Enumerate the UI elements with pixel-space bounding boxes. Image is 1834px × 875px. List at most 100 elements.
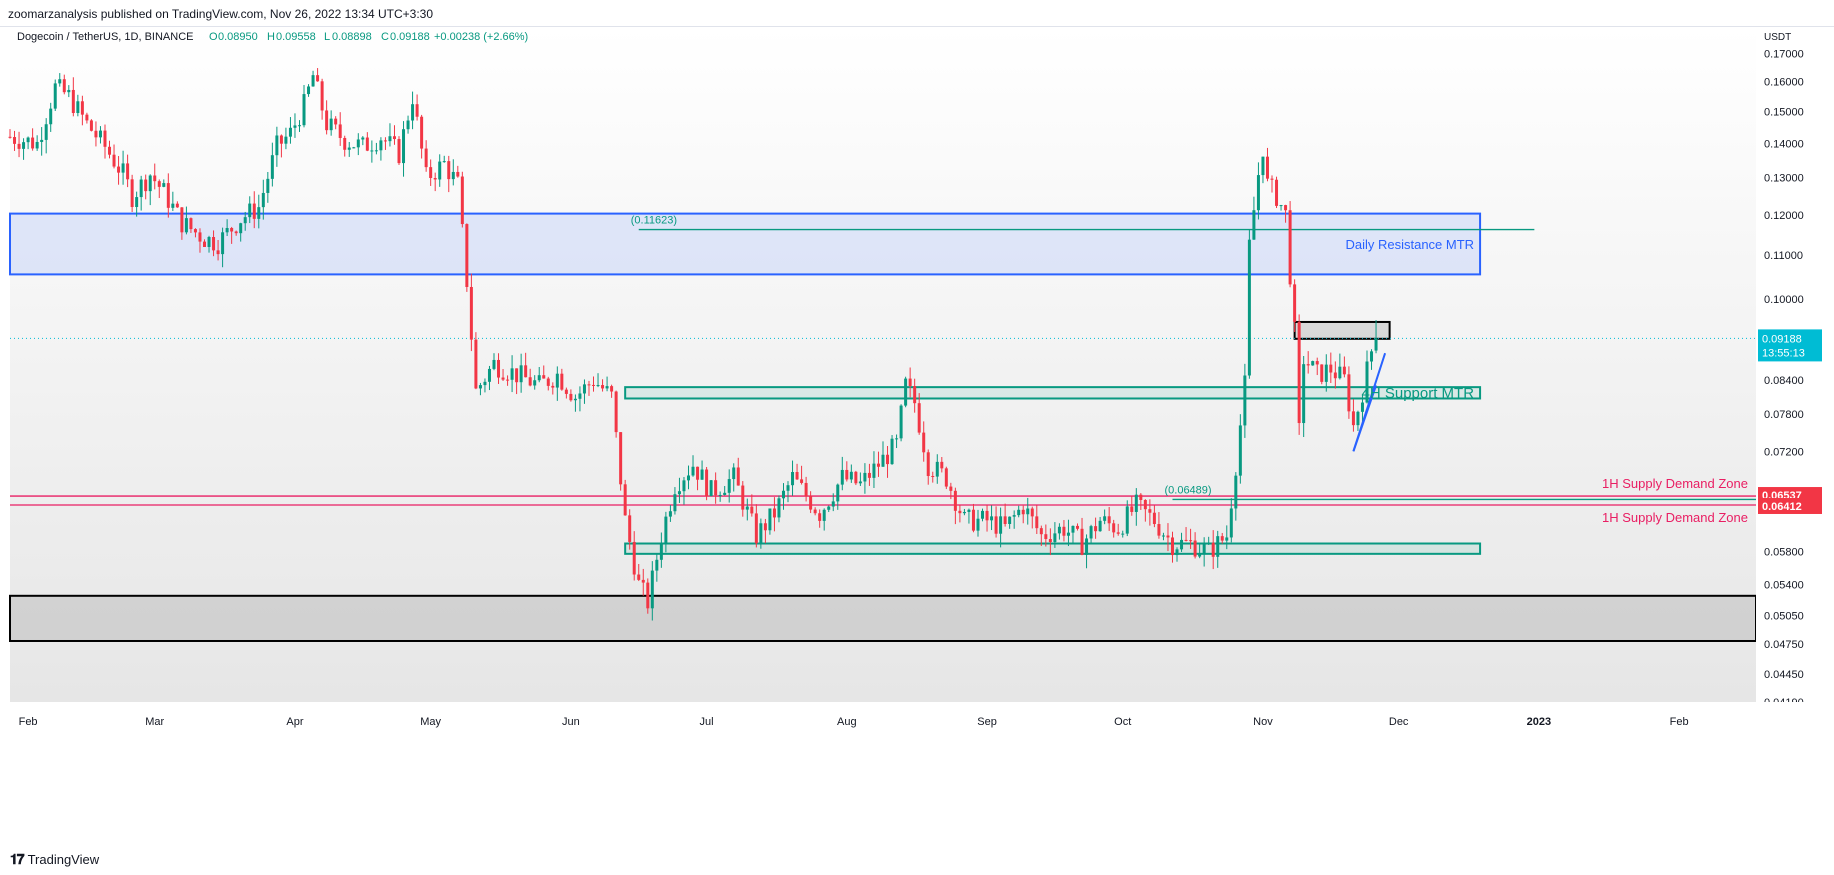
level-006489-label: (0.06489)	[1164, 484, 1211, 496]
price-tag-bg	[1758, 497, 1822, 514]
x-tick-label: Jul	[700, 716, 714, 728]
candle	[1170, 531, 1174, 563]
candle	[926, 449, 930, 485]
candle-body	[1161, 535, 1165, 537]
candle-body	[501, 377, 505, 380]
candle-body	[429, 167, 433, 179]
currency-label: USDT	[1764, 32, 1791, 43]
candle	[189, 217, 193, 233]
time-axis[interactable]	[0, 702, 1834, 842]
candle	[840, 456, 844, 491]
candle	[1225, 525, 1229, 550]
candle	[207, 235, 211, 253]
candle-body	[420, 116, 424, 149]
candle	[469, 273, 473, 352]
candle	[302, 85, 306, 128]
candle-body	[546, 378, 550, 386]
last-price-tag: 0.09188 13:55:13	[1758, 329, 1822, 362]
candle	[623, 479, 627, 516]
candle	[1121, 530, 1125, 538]
candle-body	[1021, 509, 1025, 515]
candle-body	[1044, 534, 1048, 540]
candle-body	[1234, 475, 1238, 509]
candle-body	[1089, 526, 1093, 539]
candle	[754, 504, 758, 548]
candle-body	[175, 203, 179, 208]
candle	[1347, 366, 1351, 419]
candle-body	[551, 385, 555, 388]
candle	[343, 135, 347, 157]
candle-body	[953, 490, 957, 511]
candle	[890, 435, 894, 465]
candle-body	[736, 467, 740, 486]
candle-body	[1315, 361, 1319, 365]
candle	[1324, 354, 1328, 392]
candle	[429, 159, 433, 186]
candle-body	[1265, 156, 1269, 179]
candle-body	[655, 559, 659, 571]
candle-body	[1193, 540, 1197, 557]
candle	[135, 191, 139, 217]
candle	[13, 130, 17, 151]
candle-body	[361, 137, 365, 140]
candle	[1198, 543, 1202, 559]
candle-body	[1026, 508, 1030, 515]
candle	[44, 118, 48, 154]
legend-change: +0.00238 (+2.66%)	[434, 31, 528, 43]
candle	[1207, 536, 1211, 545]
legend-close-label: C	[381, 31, 389, 43]
candle-body	[356, 139, 360, 148]
candle-body	[1071, 525, 1075, 533]
candle	[216, 239, 220, 261]
candle	[103, 124, 107, 159]
candle	[1044, 524, 1048, 547]
candle-body	[221, 232, 225, 255]
candle-body	[76, 101, 80, 114]
candle	[234, 230, 238, 236]
candle-body	[311, 75, 315, 87]
candle-body	[67, 89, 71, 93]
rising-wedge-upper[interactable]	[1352, 385, 1377, 452]
candle-body	[406, 120, 410, 130]
candle	[1035, 505, 1039, 534]
candle	[130, 174, 134, 212]
y-tick-label: 0.07200	[1764, 446, 1804, 458]
candle-body	[1342, 366, 1346, 375]
candle-body	[750, 506, 754, 514]
candle-body	[542, 375, 546, 379]
candle	[1139, 493, 1143, 510]
tradingview-brand[interactable]: 𝟏𝟕 TradingView	[10, 851, 99, 868]
candle	[424, 140, 428, 172]
candle-body	[1207, 542, 1211, 545]
supply-lower-label: 1H Supply Demand Zone	[1602, 510, 1748, 525]
price-axis[interactable]	[1756, 27, 1834, 702]
candle-body	[628, 515, 632, 542]
candle	[904, 376, 908, 408]
candle	[501, 369, 505, 381]
candle	[791, 460, 795, 496]
candle-body	[1148, 509, 1152, 513]
candle-body	[768, 508, 772, 531]
price-chart[interactable]: Daily Resistance MTR 4H Support MTR (0.116…	[0, 27, 1834, 842]
legend-low-value: 0.08898	[332, 31, 372, 43]
candle-body	[1112, 523, 1116, 533]
candle	[718, 491, 722, 502]
candle-body	[1057, 526, 1061, 534]
candle	[1270, 175, 1274, 193]
candle-body	[121, 163, 125, 173]
candle	[1238, 414, 1242, 484]
candle	[940, 457, 944, 473]
candle	[1017, 505, 1021, 518]
candle	[1356, 410, 1360, 431]
candle-body	[1080, 528, 1084, 555]
candle-body	[1324, 364, 1328, 382]
candle-body	[207, 237, 211, 248]
candle	[433, 172, 437, 192]
candle	[1053, 522, 1057, 548]
candle	[1229, 498, 1233, 543]
candle	[564, 387, 568, 399]
candle-body	[1189, 540, 1193, 542]
candle	[180, 207, 184, 240]
candle	[976, 509, 980, 537]
chart-area[interactable]: Daily Resistance MTR 4H Support MTR (0.116…	[0, 27, 1834, 842]
